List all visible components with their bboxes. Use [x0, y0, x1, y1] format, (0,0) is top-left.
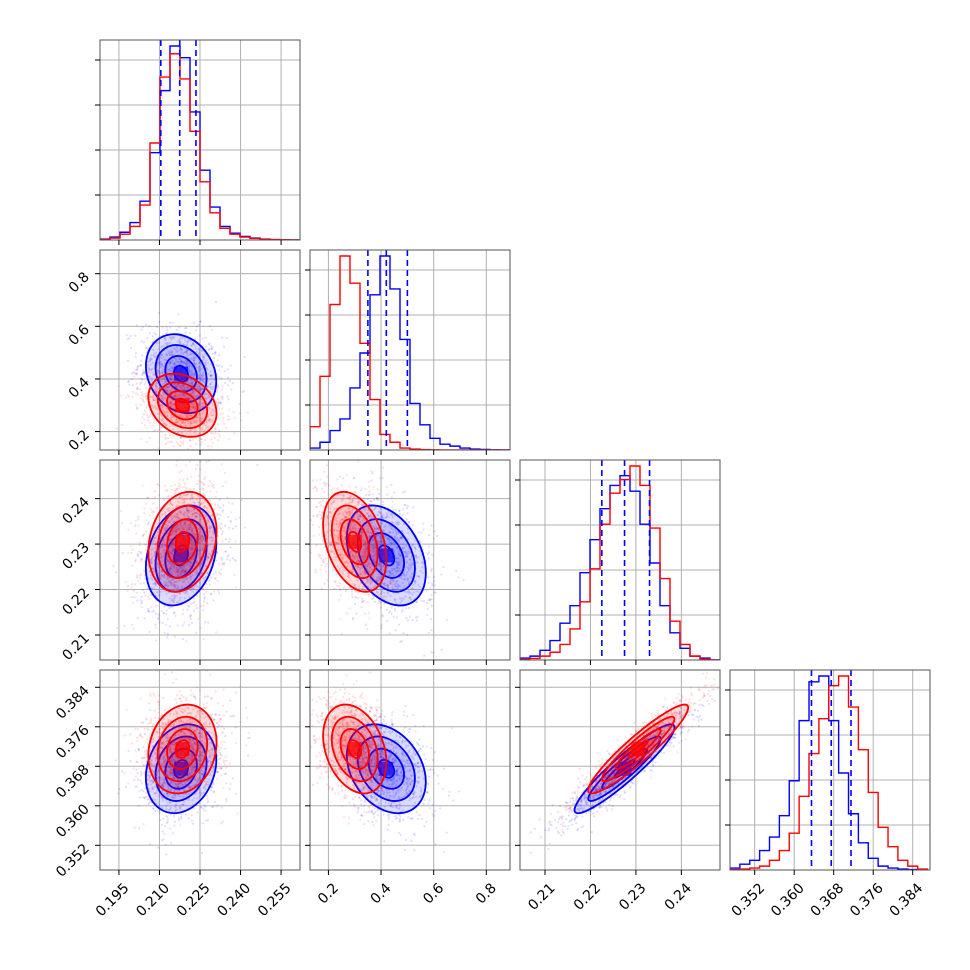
contour-line — [156, 715, 209, 783]
x-tick-label: 0.360 — [768, 880, 808, 920]
x-tick-label: 0.22 — [571, 880, 604, 913]
x-tick-label: 0.255 — [255, 880, 295, 920]
contour-line — [339, 518, 370, 566]
panel-frame — [309, 249, 511, 451]
histogram-series-1 — [730, 675, 929, 870]
contour-line — [345, 723, 427, 815]
contour-line — [322, 703, 388, 795]
density-peak — [175, 742, 190, 757]
histogram-series-1 — [520, 465, 720, 660]
y-tick-label: 0.352 — [53, 841, 93, 881]
contour-line — [147, 372, 218, 438]
contour-line — [330, 715, 379, 783]
panel-0-0 — [95, 39, 301, 245]
density-peak — [175, 398, 190, 413]
contour-line — [587, 703, 690, 795]
y-tick-label: 0.6 — [66, 322, 93, 349]
panel-frame — [729, 669, 931, 871]
y-tick-label: 0.360 — [53, 801, 93, 841]
x-tick-label: 0.225 — [174, 880, 214, 920]
x-tick-label: 0.2 — [315, 880, 342, 907]
y-tick-label: 0.21 — [59, 631, 92, 664]
panel-2-2 — [515, 459, 721, 665]
y-tick-label: 0.4 — [66, 374, 93, 401]
x-tick-label: 0.6 — [420, 880, 447, 907]
density-peak — [175, 534, 190, 549]
contour-line — [367, 532, 405, 579]
histogram-series-0 — [730, 675, 928, 870]
contour-line — [330, 504, 379, 579]
y-tick-label: 0.2 — [66, 427, 93, 454]
x-tick-label: 0.384 — [887, 880, 927, 920]
contour-line — [339, 728, 370, 770]
contour-line — [147, 703, 218, 795]
y-tick-label: 0.24 — [59, 494, 92, 527]
panel-frame — [309, 459, 511, 661]
x-tick-label: 0.210 — [133, 880, 173, 920]
panel-3-1: 0.2 0.4 0.6 0.8 — [305, 669, 511, 907]
contour-line — [367, 747, 405, 790]
x-tick-label: 0.24 — [662, 880, 695, 913]
contour-line — [322, 490, 388, 593]
contour-line — [147, 490, 218, 593]
y-tick-label: 0.376 — [53, 722, 93, 762]
x-tick-label: 0.352 — [729, 880, 769, 920]
panel-2-1 — [305, 459, 511, 665]
contour-line — [573, 723, 676, 815]
contour-line — [156, 504, 209, 579]
panel-3-0: 0.195 0.210 0.225 0.240 0.255 0.3520.3600.368… — [53, 669, 301, 920]
x-tick-label: 0.8 — [473, 880, 500, 907]
x-tick-label: 0.376 — [847, 880, 887, 920]
scatter-series-0 — [312, 466, 465, 657]
histogram-series-1 — [310, 255, 510, 450]
contour-line — [166, 518, 199, 566]
y-tick-label: 0.8 — [66, 269, 93, 296]
y-tick-label: 0.22 — [59, 585, 92, 618]
contour-line — [345, 504, 427, 607]
contour-line — [156, 381, 209, 430]
y-tick-label: 0.368 — [53, 762, 93, 802]
contour-line — [164, 355, 198, 393]
x-tick-label: 0.368 — [808, 880, 848, 920]
y-tick-label: 0.23 — [59, 540, 92, 573]
panel-frame — [519, 669, 721, 871]
panel-1-0: 0.2 0.4 0.6 0.8 — [66, 249, 301, 455]
density-peak — [347, 534, 362, 549]
panel-2-0: 0.21 0.22 0.23 0.24 — [59, 459, 301, 665]
density-peak — [347, 742, 362, 757]
panel-3-2: 0.21 0.22 0.23 0.24 — [515, 669, 721, 914]
panel-3-3: 0.352 0.360 0.368 0.376 0.384 — [725, 669, 931, 920]
y-tick-label: 0.384 — [53, 683, 93, 723]
panel-1-1 — [305, 249, 511, 455]
contour-line — [166, 390, 199, 421]
panel-frame — [519, 459, 721, 661]
density-peak — [631, 742, 646, 757]
contour-line — [154, 344, 208, 404]
contour-line — [356, 735, 416, 802]
x-tick-label: 0.240 — [214, 880, 254, 920]
contour-line — [145, 723, 218, 815]
histogram-series-1 — [100, 53, 300, 240]
panel-frame — [309, 669, 511, 871]
histogram-series-0 — [520, 475, 720, 660]
histogram-series-0 — [310, 255, 510, 450]
x-tick-label: 0.4 — [368, 880, 395, 907]
contour-line — [145, 333, 218, 415]
x-tick-label: 0.23 — [616, 880, 649, 913]
density-peak — [174, 548, 189, 563]
x-tick-label: 0.21 — [525, 880, 558, 913]
density-peak — [617, 761, 632, 776]
contour-line — [166, 728, 199, 770]
x-tick-label: 0.195 — [93, 880, 133, 920]
